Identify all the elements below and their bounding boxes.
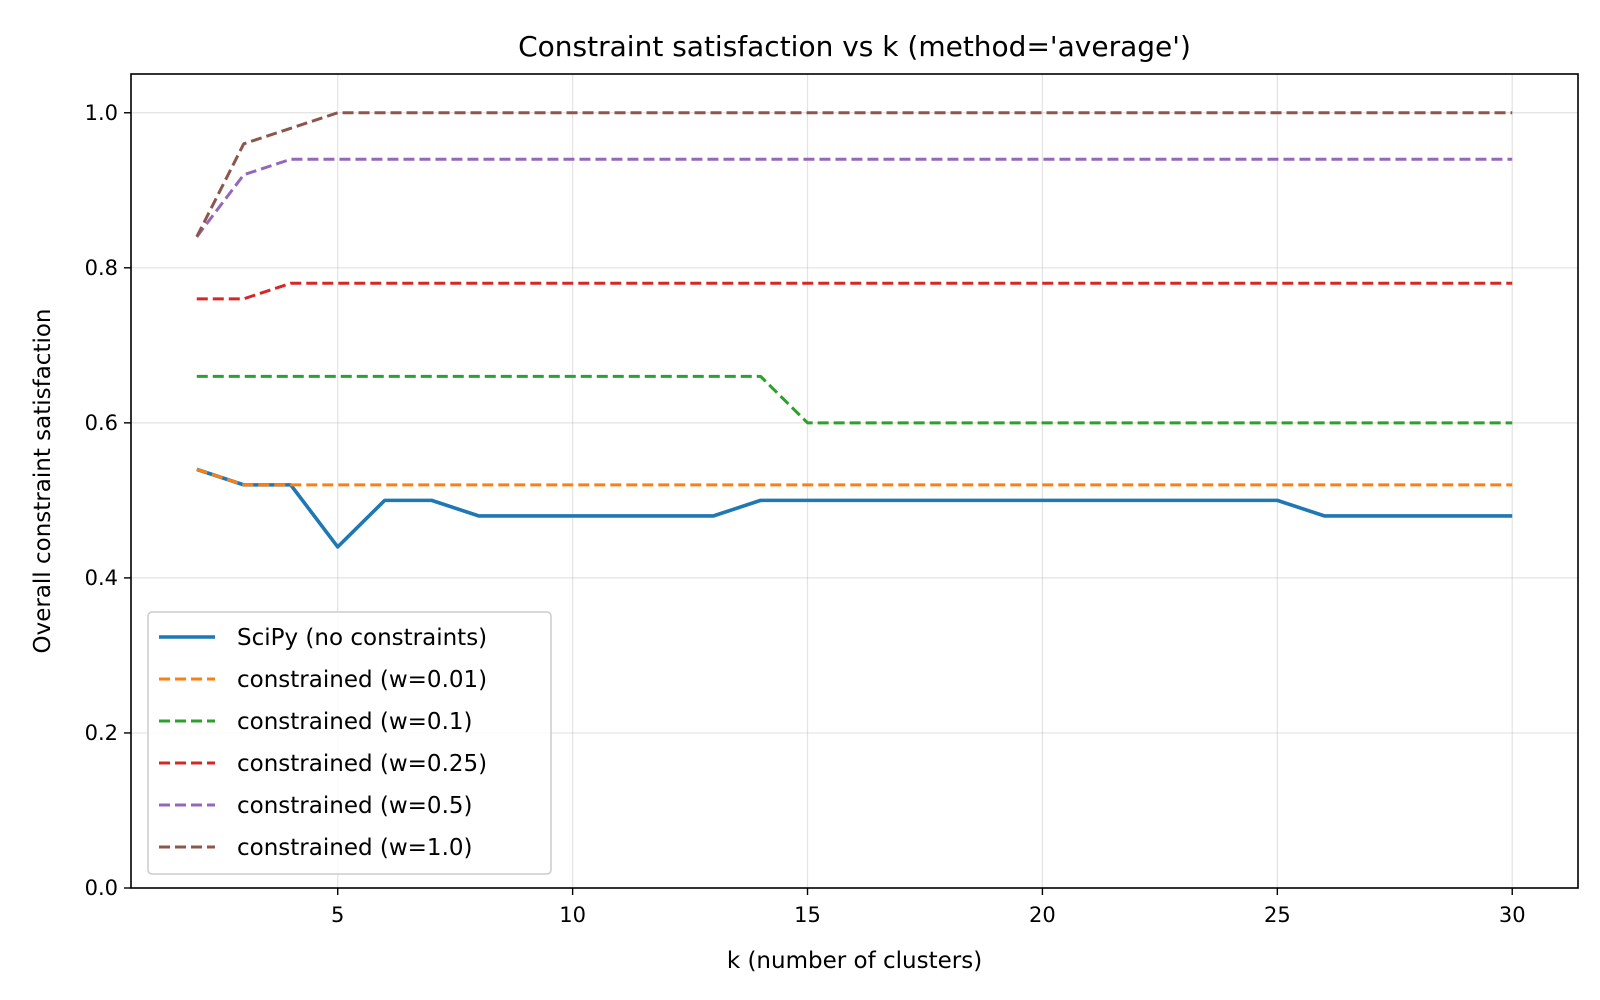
legend-label-4: constrained (w=0.5) — [237, 793, 472, 819]
series-line-3 — [196, 281, 1513, 301]
y-tick-label-4: 0.8 — [85, 256, 118, 280]
legend-label-1: constrained (w=0.01) — [237, 667, 487, 693]
y-tick-label-3: 0.6 — [85, 411, 118, 435]
chart-title: Constraint satisfaction vs k (method='av… — [518, 30, 1191, 63]
y-axis-label: Overall constraint satisfaction — [30, 308, 56, 653]
series-line-4 — [195, 157, 1513, 238]
x-tick-label-2: 15 — [794, 903, 821, 927]
x-tick-label-3: 20 — [1029, 903, 1056, 927]
legend-label-2: constrained (w=0.1) — [237, 709, 472, 735]
series-line-0 — [196, 467, 1513, 549]
plot-frame — [130, 73, 1579, 889]
legend: SciPy (no constraints) constrained (w=0.0… — [147, 611, 552, 875]
ticks-layer: 5 10 15 20 25 30 0.0 0.2 0.4 0.6 0.8 1.0 — [85, 101, 1526, 927]
legend-label-0: SciPy (no constraints) — [237, 625, 487, 651]
legend-label-5: constrained (w=1.0) — [237, 835, 472, 861]
x-tick-label-1: 10 — [559, 903, 586, 927]
y-tick-label-0: 0.0 — [85, 876, 118, 900]
y-tick-label-2: 0.4 — [85, 566, 118, 590]
x-tick-label-5: 30 — [1499, 903, 1526, 927]
series-line-2 — [196, 374, 1513, 425]
y-tick-label-1: 0.2 — [85, 721, 118, 745]
legend-label-3: constrained (w=0.25) — [237, 751, 487, 777]
legend-box — [147, 611, 552, 875]
y-tick-label-5: 1.0 — [85, 101, 118, 125]
x-tick-label-4: 25 — [1264, 903, 1291, 927]
x-axis-label: k (number of clusters) — [727, 948, 982, 974]
series-line-5 — [195, 111, 1513, 238]
series-layer — [195, 111, 1513, 549]
series-line-1 — [196, 467, 1513, 487]
x-tick-label-0: 5 — [331, 903, 344, 927]
